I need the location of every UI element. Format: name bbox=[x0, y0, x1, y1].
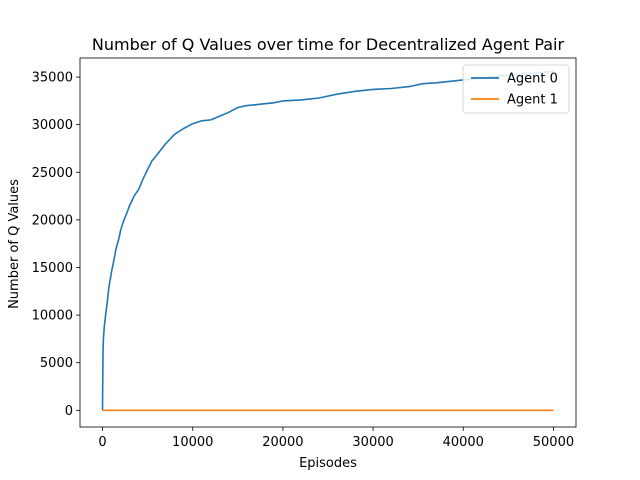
x-axis-label: Episodes bbox=[299, 456, 357, 471]
x-tick-label: 0 bbox=[98, 435, 106, 450]
legend-label: Agent 1 bbox=[507, 93, 558, 108]
y-tick-label: 10000 bbox=[32, 309, 73, 324]
x-tick-label: 20000 bbox=[262, 435, 303, 450]
y-tick-label: 35000 bbox=[32, 71, 73, 86]
y-tick-label: 25000 bbox=[32, 166, 73, 181]
x-tick-label: 40000 bbox=[443, 435, 484, 450]
chart-title: Number of Q Values over time for Decentr… bbox=[92, 35, 565, 54]
x-tick-label: 10000 bbox=[172, 435, 213, 450]
axes-frame bbox=[79, 57, 577, 428]
legend-box bbox=[462, 64, 570, 114]
legend-label: Agent 0 bbox=[507, 72, 558, 87]
series-line-agent-0 bbox=[101, 70, 554, 411]
x-tick-label: 50000 bbox=[533, 435, 574, 450]
x-tick-label: 30000 bbox=[352, 435, 393, 450]
y-tick-label: 30000 bbox=[32, 118, 73, 133]
y-tick-label: 0 bbox=[65, 404, 73, 419]
y-tick-label: 15000 bbox=[32, 261, 73, 276]
plot-area: 0 10000 20000 30000 40000 50000 0 5000 10000 1500… bbox=[32, 57, 577, 450]
y-tick-label: 20000 bbox=[32, 213, 73, 228]
y-tick-label: 5000 bbox=[40, 356, 73, 371]
y-axis-label: Number of Q Values bbox=[7, 179, 22, 309]
